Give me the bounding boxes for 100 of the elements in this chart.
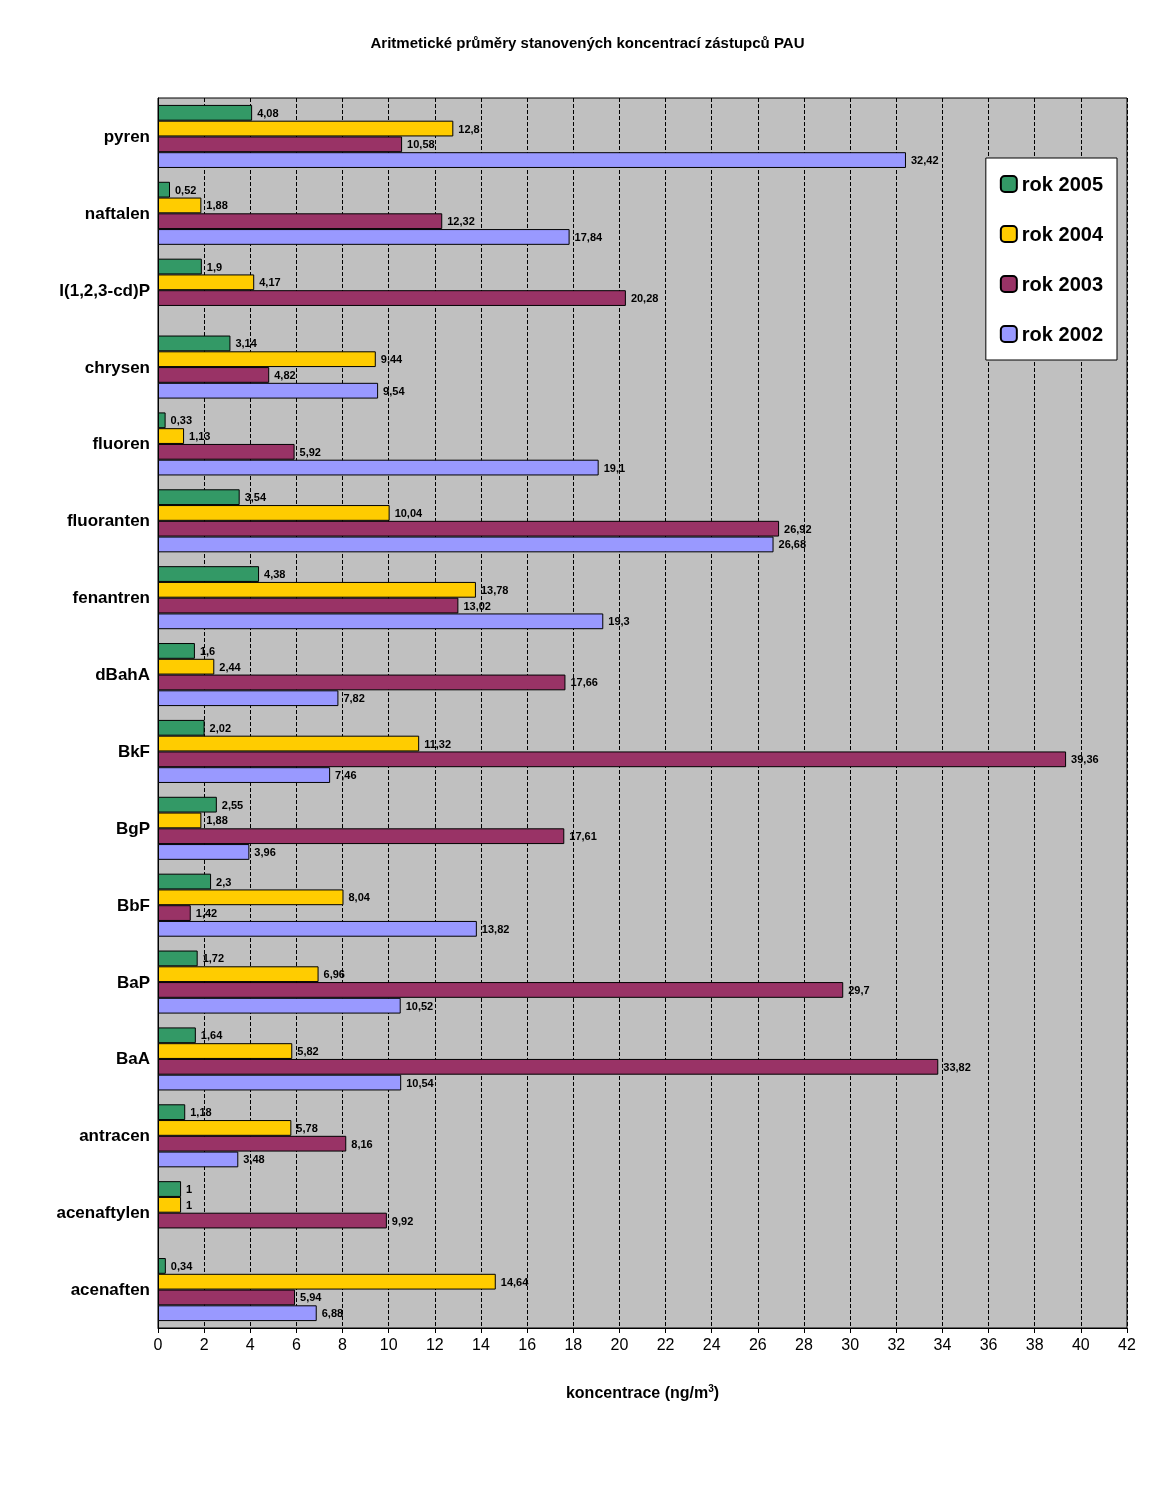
legend-label: rok 2005: [1021, 173, 1103, 195]
y-tick-label: acenaftylen: [56, 1203, 150, 1223]
data-label: 1,88: [206, 814, 228, 827]
x-tick-label: 40: [1071, 1335, 1090, 1353]
data-label: 10,04: [394, 506, 424, 519]
y-tick-label: pyren: [103, 126, 150, 146]
legend-label: rok 2002: [1021, 323, 1103, 345]
x-tick-label: 30: [841, 1335, 860, 1353]
y-tick-label: naftalen: [84, 203, 150, 223]
data-label: 8,16: [351, 1137, 373, 1150]
chart-title: Aritmetické průměry stanovených koncentrací zástupců PAU: [370, 34, 805, 51]
data-label: 17,61: [569, 830, 597, 843]
x-tick-label: 24: [702, 1335, 721, 1353]
data-label: 5,92: [299, 445, 321, 458]
data-label: 8,04: [348, 891, 371, 904]
y-tick-label: BaP: [116, 972, 150, 992]
y-tick-label: I(1,2,3-cd)P: [59, 280, 150, 300]
data-label: 33,82: [943, 1060, 971, 1073]
x-tick-label: 28: [795, 1335, 813, 1353]
data-label: 1,42: [195, 907, 218, 920]
data-label: 32,42: [910, 154, 939, 167]
x-tick-label: 12: [425, 1335, 444, 1353]
y-tick-label: BkF: [117, 741, 150, 761]
data-label: 1,9: [206, 260, 223, 273]
data-label: 13,78: [480, 583, 509, 596]
data-label: 3,96: [254, 845, 276, 858]
data-label: 1,6: [199, 644, 216, 657]
data-label: 2,02: [209, 721, 232, 734]
data-label: 0,34: [170, 1259, 194, 1272]
data-label: 4,82: [274, 368, 296, 381]
data-label: 20,28: [630, 292, 659, 305]
data-label: 12,32: [447, 215, 475, 228]
x-tick-label: 26: [748, 1335, 767, 1353]
x-tick-label: 0: [153, 1335, 163, 1353]
data-label: 9,54: [383, 384, 406, 397]
data-label: 6,88: [321, 1307, 344, 1320]
data-label: 4,17: [259, 276, 281, 289]
x-tick-label: 36: [979, 1335, 998, 1353]
data-label: 7,46: [335, 769, 357, 782]
y-tick-label: dBahA: [95, 665, 150, 685]
y-tick-label: fluoranten: [66, 511, 150, 531]
x-tick-label: 14: [472, 1335, 490, 1353]
data-label: 17,66: [570, 676, 598, 689]
data-label: 2,44: [219, 660, 242, 673]
x-tick-label: 2: [199, 1335, 209, 1353]
data-label: 1,88: [206, 199, 228, 212]
y-tick-label: acenaften: [70, 1280, 150, 1300]
x-tick-label: 20: [610, 1335, 629, 1353]
x-tick-label: 16: [518, 1335, 537, 1353]
data-label: 5,94: [300, 1291, 323, 1304]
x-tick-label: 10: [379, 1335, 398, 1353]
legend-label: rok 2004: [1021, 223, 1104, 245]
data-label: 9,44: [380, 353, 404, 366]
data-label: 7,82: [343, 692, 365, 705]
data-label: 1,72: [202, 952, 225, 965]
data-label: 1: [186, 1183, 193, 1196]
y-tick-label: fluoren: [92, 434, 150, 454]
data-label: 2,55: [221, 798, 244, 811]
data-label: 5,82: [297, 1045, 319, 1058]
data-label: 13,82: [481, 922, 510, 935]
x-tick-label: 38: [1025, 1335, 1044, 1353]
y-tick-label: fenantren: [72, 588, 150, 608]
data-label: 3,54: [244, 491, 267, 504]
legend-label: rok 2003: [1021, 273, 1103, 295]
data-label: 3,14: [235, 337, 258, 350]
data-label: 0,52: [175, 183, 197, 196]
x-tick-label: 32: [887, 1335, 906, 1353]
x-tick-label: 22: [656, 1335, 675, 1353]
data-label: 13,02: [463, 599, 491, 612]
data-label: 11,32: [424, 737, 452, 750]
x-tick-label: 8: [338, 1335, 348, 1353]
data-label: 4,08: [257, 106, 279, 119]
data-label: 0,33: [170, 414, 193, 427]
data-label: 14,64: [500, 1275, 530, 1288]
x-tick-label: 4: [245, 1335, 255, 1353]
data-label: 10,52: [405, 999, 434, 1012]
x-tick-label: 42: [1118, 1335, 1136, 1353]
y-tick-label: BaA: [115, 1049, 150, 1069]
data-label: 5,78: [296, 1121, 318, 1134]
data-label: 1,13: [189, 430, 211, 443]
y-tick-label: BbF: [116, 895, 150, 915]
data-label: 3,48: [243, 1153, 265, 1166]
data-label: 9,92: [391, 1214, 414, 1227]
data-label: 10,58: [407, 138, 435, 151]
data-label: 26,92: [784, 522, 812, 535]
data-label: 10,54: [406, 1076, 435, 1089]
data-label: 4,38: [264, 568, 286, 581]
data-label: 26,68: [778, 538, 807, 551]
x-tick-label: 6: [291, 1335, 301, 1353]
x-tick-label: 18: [564, 1335, 583, 1353]
data-label: 2,3: [216, 875, 232, 888]
data-label: 1,18: [190, 1106, 212, 1119]
x-tick-label: 34: [933, 1335, 952, 1353]
data-label: 12,8: [458, 122, 480, 135]
data-label: 17,84: [574, 230, 603, 243]
data-label: 1: [186, 1198, 193, 1211]
y-tick-label: chrysen: [84, 357, 150, 377]
data-label: 19,1: [603, 461, 626, 474]
y-tick-label: antracen: [79, 1126, 150, 1146]
y-tick-label: BgP: [116, 818, 150, 838]
